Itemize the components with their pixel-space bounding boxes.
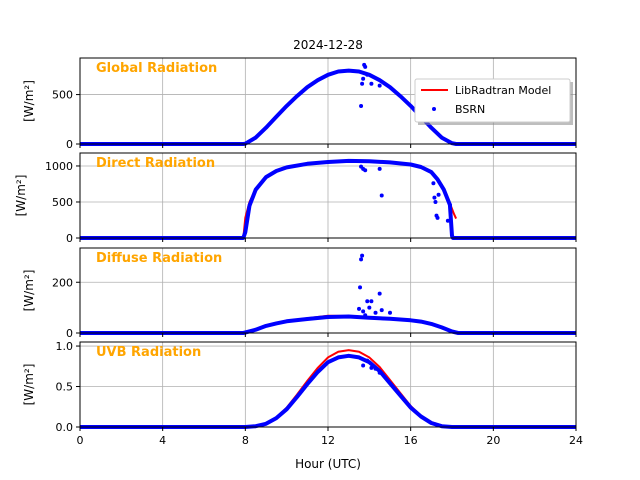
direct-obs-point [445, 218, 450, 223]
diffuse-panel-title: Diffuse Radiation [96, 251, 222, 266]
global-obs-point [361, 76, 366, 81]
direct-obs-series [80, 158, 576, 240]
diffuse-obs-point [388, 310, 392, 315]
legend-obs-swatch [432, 107, 436, 111]
uvb-ytick-label: 1.0 [56, 340, 74, 353]
uvb-obs-point [377, 370, 382, 375]
diffuse-ytick-label: 200 [52, 276, 73, 289]
diffuse-obs-point [377, 291, 382, 296]
diffuse-obs-point [363, 313, 368, 318]
diffuse-obs-point [369, 299, 374, 304]
direct-panel: 0 500 1000 Direct Radiation [W/m²] [14, 152, 577, 245]
diffuse-obs-point [373, 310, 378, 315]
global-obs-point [359, 103, 364, 108]
diffuse-obs-point [357, 306, 361, 311]
diffuse-obs-point [358, 285, 363, 290]
direct-obs-point [433, 199, 438, 204]
direct-obs-point [432, 195, 437, 200]
diffuse-panel: 0 200 Diffuse Radiation [W/m²] [22, 247, 577, 340]
uvb-xtick-label: 8 [242, 434, 249, 447]
diffuse-obs-point [360, 253, 365, 258]
uvb-obs-point [369, 365, 374, 370]
direct-obs-point [431, 181, 436, 186]
uvb-panel: 0.0 0.5 1.0 0 4 8 12 16 20 24 UVB Radiation [W/m²] [22, 340, 583, 447]
global-panel: 0 500 Global Radiation [W/m²] [22, 57, 577, 151]
direct-panel-title: Direct Radiation [96, 156, 215, 171]
direct-y-axis-label: [W/m²] [14, 175, 28, 217]
global-y-axis-label: [W/m²] [22, 80, 36, 122]
global-obs-point [363, 64, 368, 69]
uvb-y-axis-label: [W/m²] [22, 364, 36, 406]
uvb-xtick-label: 24 [569, 434, 583, 447]
global-obs-point [377, 83, 382, 88]
x-axis-label: Hour (UTC) [295, 457, 361, 471]
global-panel-title: Global Radiation [96, 61, 217, 76]
diffuse-obs-point [361, 309, 366, 314]
uvb-ytick-label: 0.0 [56, 421, 74, 434]
uvb-xtick-label: 16 [404, 434, 418, 447]
direct-obs-point [447, 202, 452, 207]
diffuse-ytick-label: 0 [66, 327, 73, 340]
global-obs-point [369, 81, 374, 86]
diffuse-obs-point [359, 257, 364, 262]
uvb-ytick-label: 0.5 [56, 381, 74, 394]
legend-box [414, 78, 571, 123]
global-ytick-label: 0 [66, 138, 73, 151]
uvb-obs-series [80, 353, 576, 429]
figure-title: 2024-12-28 [293, 38, 363, 52]
direct-ytick-label: 0 [66, 232, 73, 245]
uvb-xtick-label: 4 [159, 434, 166, 447]
uvb-xtick-label: 20 [486, 434, 500, 447]
global-obs-point [365, 72, 370, 77]
legend: LibRadtran Model BSRN [414, 78, 573, 125]
global-obs-point [360, 81, 365, 86]
diffuse-obs-series [80, 314, 576, 335]
uvb-xtick-label: 12 [321, 434, 335, 447]
direct-obs-point [379, 193, 384, 198]
uvb-xtick-label: 0 [77, 434, 84, 447]
direct-obs-point [363, 168, 368, 173]
global-ytick-label: 500 [52, 89, 73, 102]
diffuse-obs-point [367, 305, 372, 310]
panels-group: 0 500 Global Radiation [W/m²] 0 500 1000 Direct… [14, 57, 583, 447]
direct-obs-point [435, 215, 440, 220]
uvb-obs-point [365, 358, 370, 363]
uvb-panel-title: UVB Radiation [96, 345, 201, 360]
diffuse-obs-point [379, 308, 384, 313]
global-obs-series [80, 68, 576, 146]
uvb-obs-point [361, 363, 366, 368]
legend-obs-label: BSRN [455, 103, 485, 116]
diffuse-obs-point [365, 299, 370, 304]
diffuse-y-axis-label: [W/m²] [22, 270, 36, 312]
direct-obs-point [436, 192, 441, 197]
direct-ytick-label: 1000 [45, 160, 73, 173]
legend-model-label: LibRadtran Model [455, 84, 551, 97]
direct-ytick-label: 500 [52, 196, 73, 209]
direct-obs-point [377, 166, 382, 171]
uvb-obs-point [373, 366, 378, 371]
